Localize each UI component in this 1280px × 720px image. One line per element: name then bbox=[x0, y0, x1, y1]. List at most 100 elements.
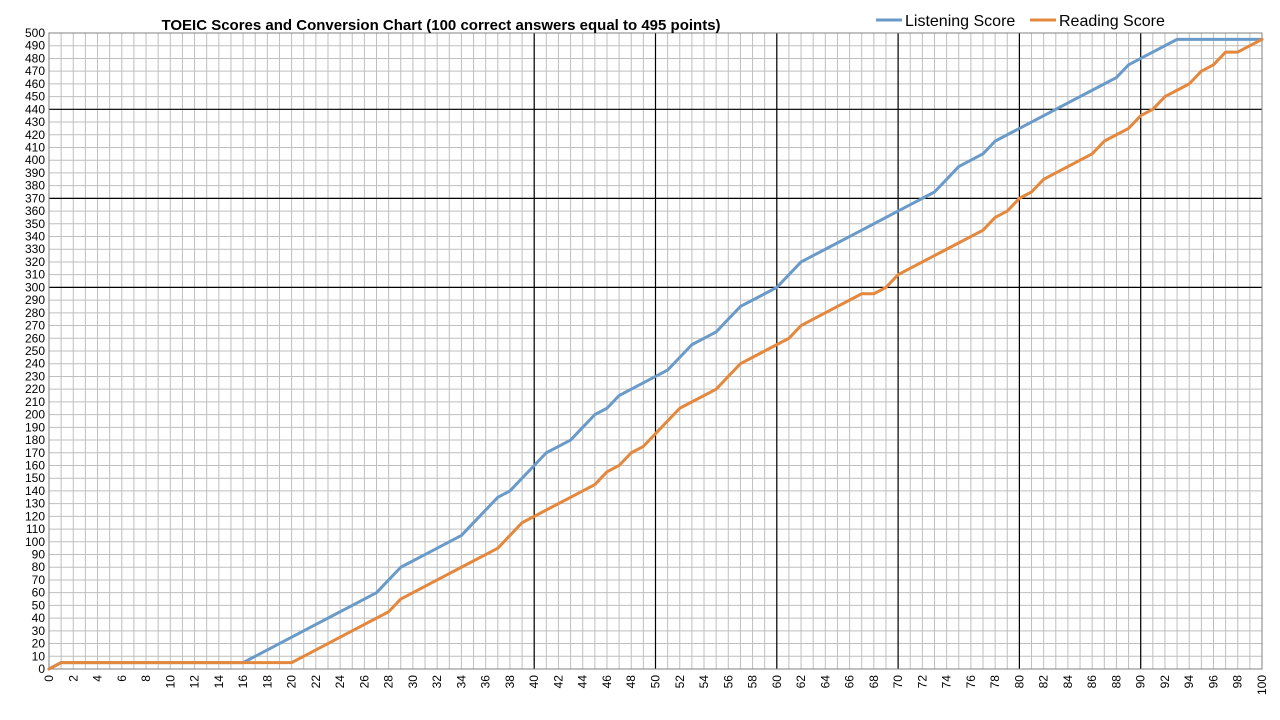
y-tick-label: 430 bbox=[25, 115, 45, 129]
data-point bbox=[594, 483, 596, 486]
data-point bbox=[1042, 178, 1045, 181]
data-point bbox=[1152, 51, 1154, 53]
data-point bbox=[776, 343, 778, 346]
data-point bbox=[484, 553, 487, 556]
data-point bbox=[1115, 133, 1118, 136]
data-point bbox=[618, 464, 620, 467]
y-tick-label: 170 bbox=[25, 446, 45, 460]
data-point bbox=[363, 598, 366, 600]
data-point bbox=[375, 591, 378, 594]
data-point bbox=[957, 242, 960, 244]
y-tick-label: 380 bbox=[25, 179, 45, 193]
data-point bbox=[497, 547, 499, 549]
y-tick-label: 270 bbox=[25, 319, 45, 333]
data-point bbox=[1018, 127, 1021, 130]
y-tick-label: 490 bbox=[25, 39, 45, 53]
data-point bbox=[169, 661, 172, 664]
data-point bbox=[860, 292, 863, 295]
data-point bbox=[1054, 108, 1057, 111]
data-point bbox=[606, 407, 608, 410]
x-tick-label: 84 bbox=[1061, 675, 1075, 689]
data-point bbox=[399, 598, 402, 600]
y-tick-label: 230 bbox=[25, 369, 45, 383]
data-point bbox=[581, 426, 584, 429]
data-point bbox=[1091, 153, 1093, 155]
data-point bbox=[181, 661, 184, 664]
data-point bbox=[1030, 191, 1033, 193]
data-point bbox=[642, 382, 645, 384]
series-layer bbox=[47, 37, 1264, 671]
x-tick-label: 60 bbox=[770, 675, 784, 689]
data-point bbox=[1224, 51, 1227, 53]
data-point bbox=[278, 642, 281, 645]
x-tick-label: 16 bbox=[236, 675, 250, 689]
x-tick-label: 18 bbox=[260, 675, 274, 689]
data-point bbox=[1103, 140, 1106, 142]
data-point bbox=[205, 661, 208, 664]
data-point bbox=[424, 585, 426, 588]
x-tick-label: 38 bbox=[503, 675, 517, 689]
data-point bbox=[1067, 102, 1069, 104]
y-tick-label: 140 bbox=[25, 484, 45, 498]
data-point bbox=[84, 661, 87, 664]
y-tick-label: 190 bbox=[25, 420, 45, 434]
x-tick-label: 30 bbox=[406, 675, 420, 689]
x-tick-label: 32 bbox=[430, 675, 444, 689]
x-tick-label: 82 bbox=[1037, 675, 1051, 689]
data-point bbox=[800, 324, 802, 327]
data-point bbox=[1176, 38, 1178, 41]
y-tick-label: 100 bbox=[25, 535, 45, 549]
data-point bbox=[557, 445, 560, 448]
data-point bbox=[157, 661, 159, 664]
x-tick-label: 68 bbox=[867, 675, 881, 689]
data-point bbox=[387, 610, 390, 613]
data-point bbox=[1164, 44, 1166, 47]
y-tick-label: 320 bbox=[25, 255, 45, 269]
data-point bbox=[509, 534, 511, 537]
x-tick-label: 74 bbox=[940, 675, 954, 689]
y-tick-label: 210 bbox=[25, 395, 45, 409]
data-point bbox=[1018, 197, 1021, 200]
data-point bbox=[945, 178, 948, 181]
y-tick-label: 120 bbox=[25, 509, 45, 523]
data-point bbox=[848, 235, 851, 238]
data-point bbox=[982, 153, 984, 155]
data-point bbox=[921, 261, 924, 263]
x-tick-label: 52 bbox=[673, 675, 687, 689]
y-tick-label: 10 bbox=[32, 649, 46, 663]
data-point bbox=[666, 369, 669, 371]
y-tick-label: 60 bbox=[32, 586, 46, 600]
data-point bbox=[1152, 108, 1154, 111]
x-tick-label: 64 bbox=[818, 675, 832, 689]
y-tick-label: 80 bbox=[32, 560, 46, 574]
data-point bbox=[703, 337, 705, 340]
y-tick-label: 240 bbox=[25, 357, 45, 371]
y-tick-label: 480 bbox=[25, 51, 45, 65]
data-point bbox=[1139, 57, 1142, 60]
data-point bbox=[1115, 76, 1118, 79]
plot-border bbox=[48, 32, 1263, 670]
major-grid bbox=[48, 32, 1263, 670]
data-point bbox=[436, 547, 438, 549]
x-tick-label: 26 bbox=[357, 675, 371, 689]
data-point bbox=[315, 649, 317, 651]
y-tick-label: 350 bbox=[25, 217, 45, 231]
data-point bbox=[1067, 165, 1069, 168]
y-tick-label: 290 bbox=[25, 293, 45, 307]
data-point bbox=[836, 242, 839, 244]
data-point bbox=[218, 661, 220, 664]
data-point bbox=[545, 451, 548, 454]
data-point bbox=[897, 210, 899, 212]
data-point bbox=[290, 636, 293, 638]
data-point bbox=[885, 286, 887, 289]
y-tick-label: 420 bbox=[25, 128, 45, 142]
data-point bbox=[1164, 95, 1166, 98]
x-tick-label: 56 bbox=[721, 675, 735, 689]
x-tick-label: 24 bbox=[333, 675, 347, 689]
data-point bbox=[654, 375, 657, 378]
data-point bbox=[96, 661, 99, 664]
data-point bbox=[1188, 83, 1191, 85]
data-point bbox=[873, 223, 875, 225]
data-point bbox=[254, 655, 257, 658]
